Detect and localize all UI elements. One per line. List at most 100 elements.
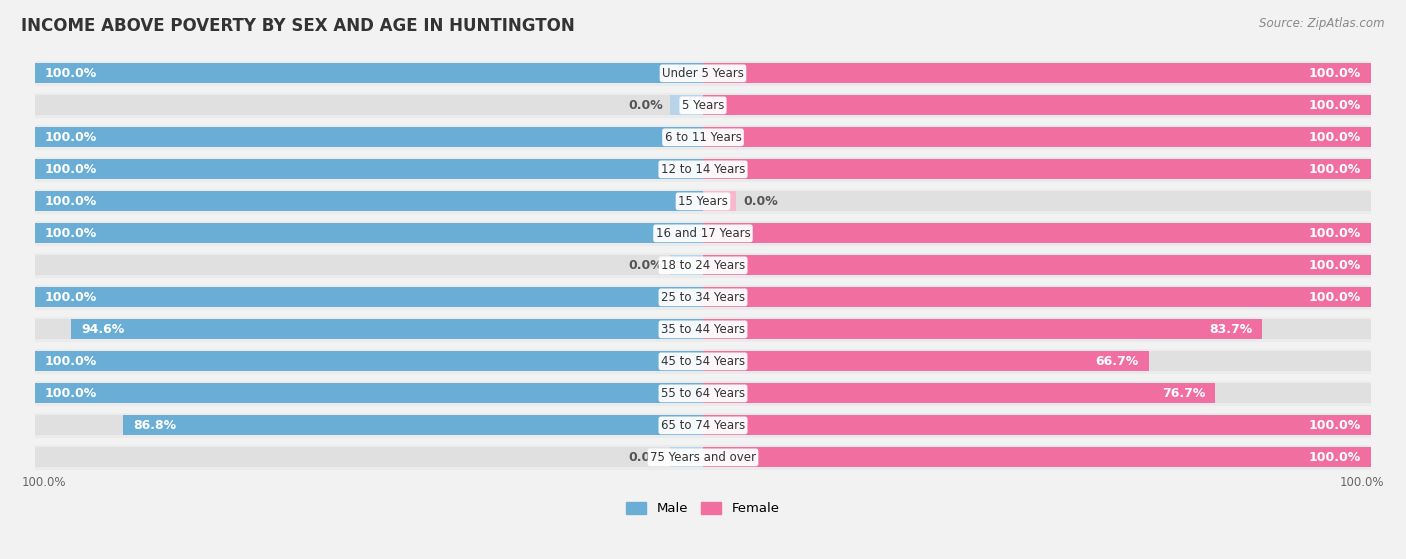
- Bar: [35, 352, 703, 371]
- Bar: [703, 224, 1371, 243]
- Bar: [35, 287, 703, 307]
- Text: 18 to 24 Years: 18 to 24 Years: [661, 259, 745, 272]
- Text: 35 to 44 Years: 35 to 44 Years: [661, 323, 745, 336]
- Bar: [35, 127, 703, 147]
- Text: INCOME ABOVE POVERTY BY SEX AND AGE IN HUNTINGTON: INCOME ABOVE POVERTY BY SEX AND AGE IN H…: [21, 17, 575, 35]
- Text: 100.0%: 100.0%: [1309, 67, 1361, 80]
- Bar: [35, 253, 1371, 278]
- Text: 100.0%: 100.0%: [45, 131, 97, 144]
- Bar: [124, 415, 703, 435]
- Bar: [35, 93, 1371, 118]
- Bar: [35, 349, 1371, 374]
- Bar: [703, 287, 1371, 307]
- Text: 0.0%: 0.0%: [744, 195, 778, 208]
- Bar: [703, 159, 1371, 179]
- Bar: [669, 96, 703, 115]
- Bar: [35, 191, 703, 211]
- Text: Under 5 Years: Under 5 Years: [662, 67, 744, 80]
- Text: 100.0%: 100.0%: [45, 163, 97, 176]
- Bar: [703, 63, 1371, 83]
- Bar: [35, 415, 703, 435]
- Bar: [669, 447, 703, 467]
- Text: 100.0%: 100.0%: [45, 67, 97, 80]
- Bar: [703, 383, 1215, 403]
- Bar: [703, 255, 1371, 275]
- Text: 100.0%: 100.0%: [21, 476, 66, 489]
- Text: 65 to 74 Years: 65 to 74 Years: [661, 419, 745, 432]
- Text: 15 Years: 15 Years: [678, 195, 728, 208]
- Bar: [35, 157, 1371, 182]
- Bar: [703, 127, 1371, 147]
- Bar: [703, 127, 1371, 147]
- Text: 55 to 64 Years: 55 to 64 Years: [661, 387, 745, 400]
- Bar: [703, 96, 1371, 115]
- Bar: [35, 383, 703, 403]
- Bar: [703, 96, 1371, 115]
- Bar: [35, 381, 1371, 406]
- Bar: [72, 319, 703, 339]
- Bar: [703, 255, 1371, 275]
- Bar: [703, 352, 1149, 371]
- Bar: [703, 415, 1371, 435]
- Bar: [35, 224, 703, 243]
- Bar: [35, 224, 703, 243]
- Bar: [35, 447, 703, 467]
- Bar: [35, 352, 703, 371]
- Bar: [35, 63, 703, 83]
- Text: 100.0%: 100.0%: [1340, 476, 1385, 489]
- Bar: [703, 159, 1371, 179]
- Bar: [703, 383, 1371, 403]
- Text: 45 to 54 Years: 45 to 54 Years: [661, 355, 745, 368]
- Text: 100.0%: 100.0%: [1309, 451, 1361, 464]
- Text: 0.0%: 0.0%: [628, 99, 662, 112]
- Bar: [35, 125, 1371, 150]
- Bar: [703, 63, 1371, 83]
- Bar: [35, 287, 703, 307]
- Text: 100.0%: 100.0%: [45, 291, 97, 304]
- Bar: [703, 287, 1371, 307]
- Bar: [669, 255, 703, 275]
- Text: 0.0%: 0.0%: [628, 451, 662, 464]
- Text: 75 Years and over: 75 Years and over: [650, 451, 756, 464]
- Text: 76.7%: 76.7%: [1161, 387, 1205, 400]
- Text: 0.0%: 0.0%: [628, 259, 662, 272]
- Bar: [703, 224, 1371, 243]
- Bar: [35, 63, 703, 83]
- Bar: [35, 191, 703, 211]
- Bar: [35, 413, 1371, 438]
- Text: 16 and 17 Years: 16 and 17 Years: [655, 227, 751, 240]
- Text: 100.0%: 100.0%: [1309, 131, 1361, 144]
- Text: 66.7%: 66.7%: [1095, 355, 1139, 368]
- Bar: [35, 255, 703, 275]
- Text: 100.0%: 100.0%: [45, 227, 97, 240]
- Bar: [703, 191, 737, 211]
- Bar: [35, 317, 1371, 342]
- Bar: [703, 319, 1263, 339]
- Bar: [35, 189, 1371, 214]
- Text: 100.0%: 100.0%: [1309, 419, 1361, 432]
- Bar: [703, 415, 1371, 435]
- Text: 25 to 34 Years: 25 to 34 Years: [661, 291, 745, 304]
- Bar: [35, 96, 703, 115]
- Bar: [35, 61, 1371, 86]
- Text: 100.0%: 100.0%: [1309, 227, 1361, 240]
- Text: 100.0%: 100.0%: [1309, 259, 1361, 272]
- Bar: [703, 191, 1371, 211]
- Bar: [35, 221, 1371, 246]
- Text: 100.0%: 100.0%: [45, 195, 97, 208]
- Text: 100.0%: 100.0%: [1309, 99, 1361, 112]
- Bar: [35, 159, 703, 179]
- Text: 100.0%: 100.0%: [45, 355, 97, 368]
- Text: 6 to 11 Years: 6 to 11 Years: [665, 131, 741, 144]
- Text: 83.7%: 83.7%: [1209, 323, 1253, 336]
- Bar: [35, 319, 703, 339]
- Bar: [703, 352, 1371, 371]
- Text: Source: ZipAtlas.com: Source: ZipAtlas.com: [1260, 17, 1385, 30]
- Text: 94.6%: 94.6%: [82, 323, 124, 336]
- Text: 12 to 14 Years: 12 to 14 Years: [661, 163, 745, 176]
- Text: 100.0%: 100.0%: [1309, 163, 1361, 176]
- Bar: [703, 319, 1371, 339]
- Bar: [703, 447, 1371, 467]
- Legend: Male, Female: Male, Female: [621, 497, 785, 520]
- Text: 100.0%: 100.0%: [1309, 291, 1361, 304]
